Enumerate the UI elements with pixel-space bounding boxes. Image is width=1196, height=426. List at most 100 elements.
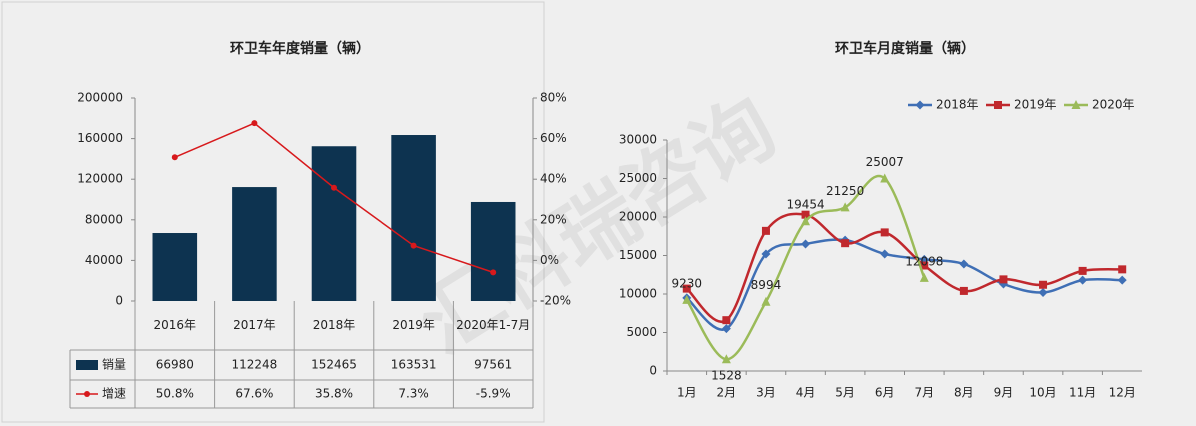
marker <box>1118 265 1127 274</box>
y2-tick-label: 80% <box>540 91 567 105</box>
legend-label: 2020年 <box>1092 98 1135 112</box>
x-tick-label: 5月 <box>835 386 855 400</box>
table-value: 7.3% <box>398 387 429 401</box>
marker <box>959 286 968 295</box>
bar <box>152 233 198 301</box>
legend-label: 销量 <box>102 358 126 372</box>
marker <box>1117 275 1127 285</box>
marker <box>721 324 731 334</box>
table-value: 50.8% <box>156 387 194 401</box>
x-tick-label: 2020年1-7月 <box>456 318 530 332</box>
marker <box>682 294 692 304</box>
y-tick-label: 40000 <box>85 253 123 267</box>
chart-title: 环卫车年度销量（辆） <box>230 40 370 57</box>
marker <box>171 154 178 161</box>
marker <box>880 173 890 183</box>
marker <box>801 239 811 249</box>
y-tick-label: 25000 <box>619 171 657 185</box>
marker <box>994 101 1002 109</box>
x-tick-label: 11月 <box>1069 386 1096 400</box>
y-tick-label: 0 <box>649 364 657 378</box>
y-tick-label: 5000 <box>626 325 657 339</box>
x-tick-label: 9月 <box>994 386 1014 400</box>
marker <box>1038 287 1048 297</box>
marker <box>880 249 890 259</box>
marker <box>915 100 925 110</box>
marker <box>251 120 258 127</box>
y2-tick-label: 20% <box>540 212 567 226</box>
bar <box>391 135 436 301</box>
marker <box>410 242 417 249</box>
data-label: 9230 <box>672 276 703 290</box>
y-tick-label: 80000 <box>85 212 123 226</box>
table-value: 163531 <box>391 358 437 372</box>
y-tick-label: 0 <box>115 294 123 308</box>
data-label: 12098 <box>905 254 943 268</box>
marker <box>1078 275 1088 285</box>
marker <box>682 284 691 293</box>
marker <box>959 259 969 269</box>
bar <box>470 201 516 301</box>
marker <box>761 226 770 235</box>
marker <box>919 272 929 282</box>
x-tick-label: 2月 <box>717 386 737 400</box>
data-label: 8994 <box>751 278 782 292</box>
marker <box>1071 100 1081 109</box>
marker <box>920 261 929 270</box>
table-value: -5.9% <box>476 387 511 401</box>
marker <box>840 202 850 212</box>
marker <box>801 210 810 219</box>
marker <box>841 239 850 248</box>
table-value: 35.8% <box>315 387 353 401</box>
y-tick-label: 30000 <box>619 133 657 147</box>
y-tick-label: 20000 <box>619 210 657 224</box>
x-tick-label: 1月 <box>677 386 697 400</box>
y2-tick-label: 0% <box>540 253 559 267</box>
marker <box>761 249 771 259</box>
chart-title: 环卫车月度销量（辆） <box>835 40 975 57</box>
data-label: 19454 <box>786 198 824 212</box>
bar <box>311 146 357 301</box>
marker <box>801 216 811 226</box>
table-value: 67.6% <box>235 387 273 401</box>
marker <box>880 228 889 237</box>
marker <box>1039 280 1048 289</box>
marker <box>761 296 771 306</box>
x-tick-label: 2017年 <box>233 318 276 332</box>
x-tick-label: 2019年 <box>392 318 435 332</box>
table-value: 112248 <box>231 358 277 372</box>
y-tick-label: 10000 <box>619 287 657 301</box>
x-tick-label: 8月 <box>954 386 974 400</box>
y-tick-label: 120000 <box>77 172 123 186</box>
data-label: 1528 <box>711 369 742 383</box>
x-tick-label: 6月 <box>875 386 895 400</box>
legend-label: 2019年 <box>1014 98 1057 112</box>
legend-key <box>84 391 90 397</box>
data-label: 25007 <box>866 155 904 169</box>
marker <box>999 275 1008 284</box>
data-label: 21250 <box>826 184 864 198</box>
table-value: 97561 <box>474 358 512 372</box>
marker <box>1078 266 1087 275</box>
x-tick-label: 3月 <box>756 386 776 400</box>
x-tick-label: 4月 <box>796 386 816 400</box>
marker <box>721 354 731 364</box>
x-tick-label: 12月 <box>1109 386 1136 400</box>
x-tick-label: 7月 <box>914 386 934 400</box>
y-tick-label: 200000 <box>77 91 123 105</box>
legend-key <box>76 360 98 370</box>
y-tick-label: 15000 <box>619 248 657 262</box>
y2-tick-label: -20% <box>540 294 571 308</box>
bar <box>232 187 277 301</box>
x-tick-label: 2016年 <box>154 318 197 332</box>
x-tick-label: 2018年 <box>313 318 356 332</box>
legend-label: 增速 <box>102 387 126 401</box>
y2-tick-label: 40% <box>540 172 567 186</box>
marker <box>722 316 731 325</box>
y2-tick-label: 60% <box>540 131 567 145</box>
table-value: 66980 <box>156 358 194 372</box>
table-value: 152465 <box>311 358 357 372</box>
y-tick-label: 160000 <box>77 131 123 145</box>
x-tick-label: 10月 <box>1029 386 1056 400</box>
